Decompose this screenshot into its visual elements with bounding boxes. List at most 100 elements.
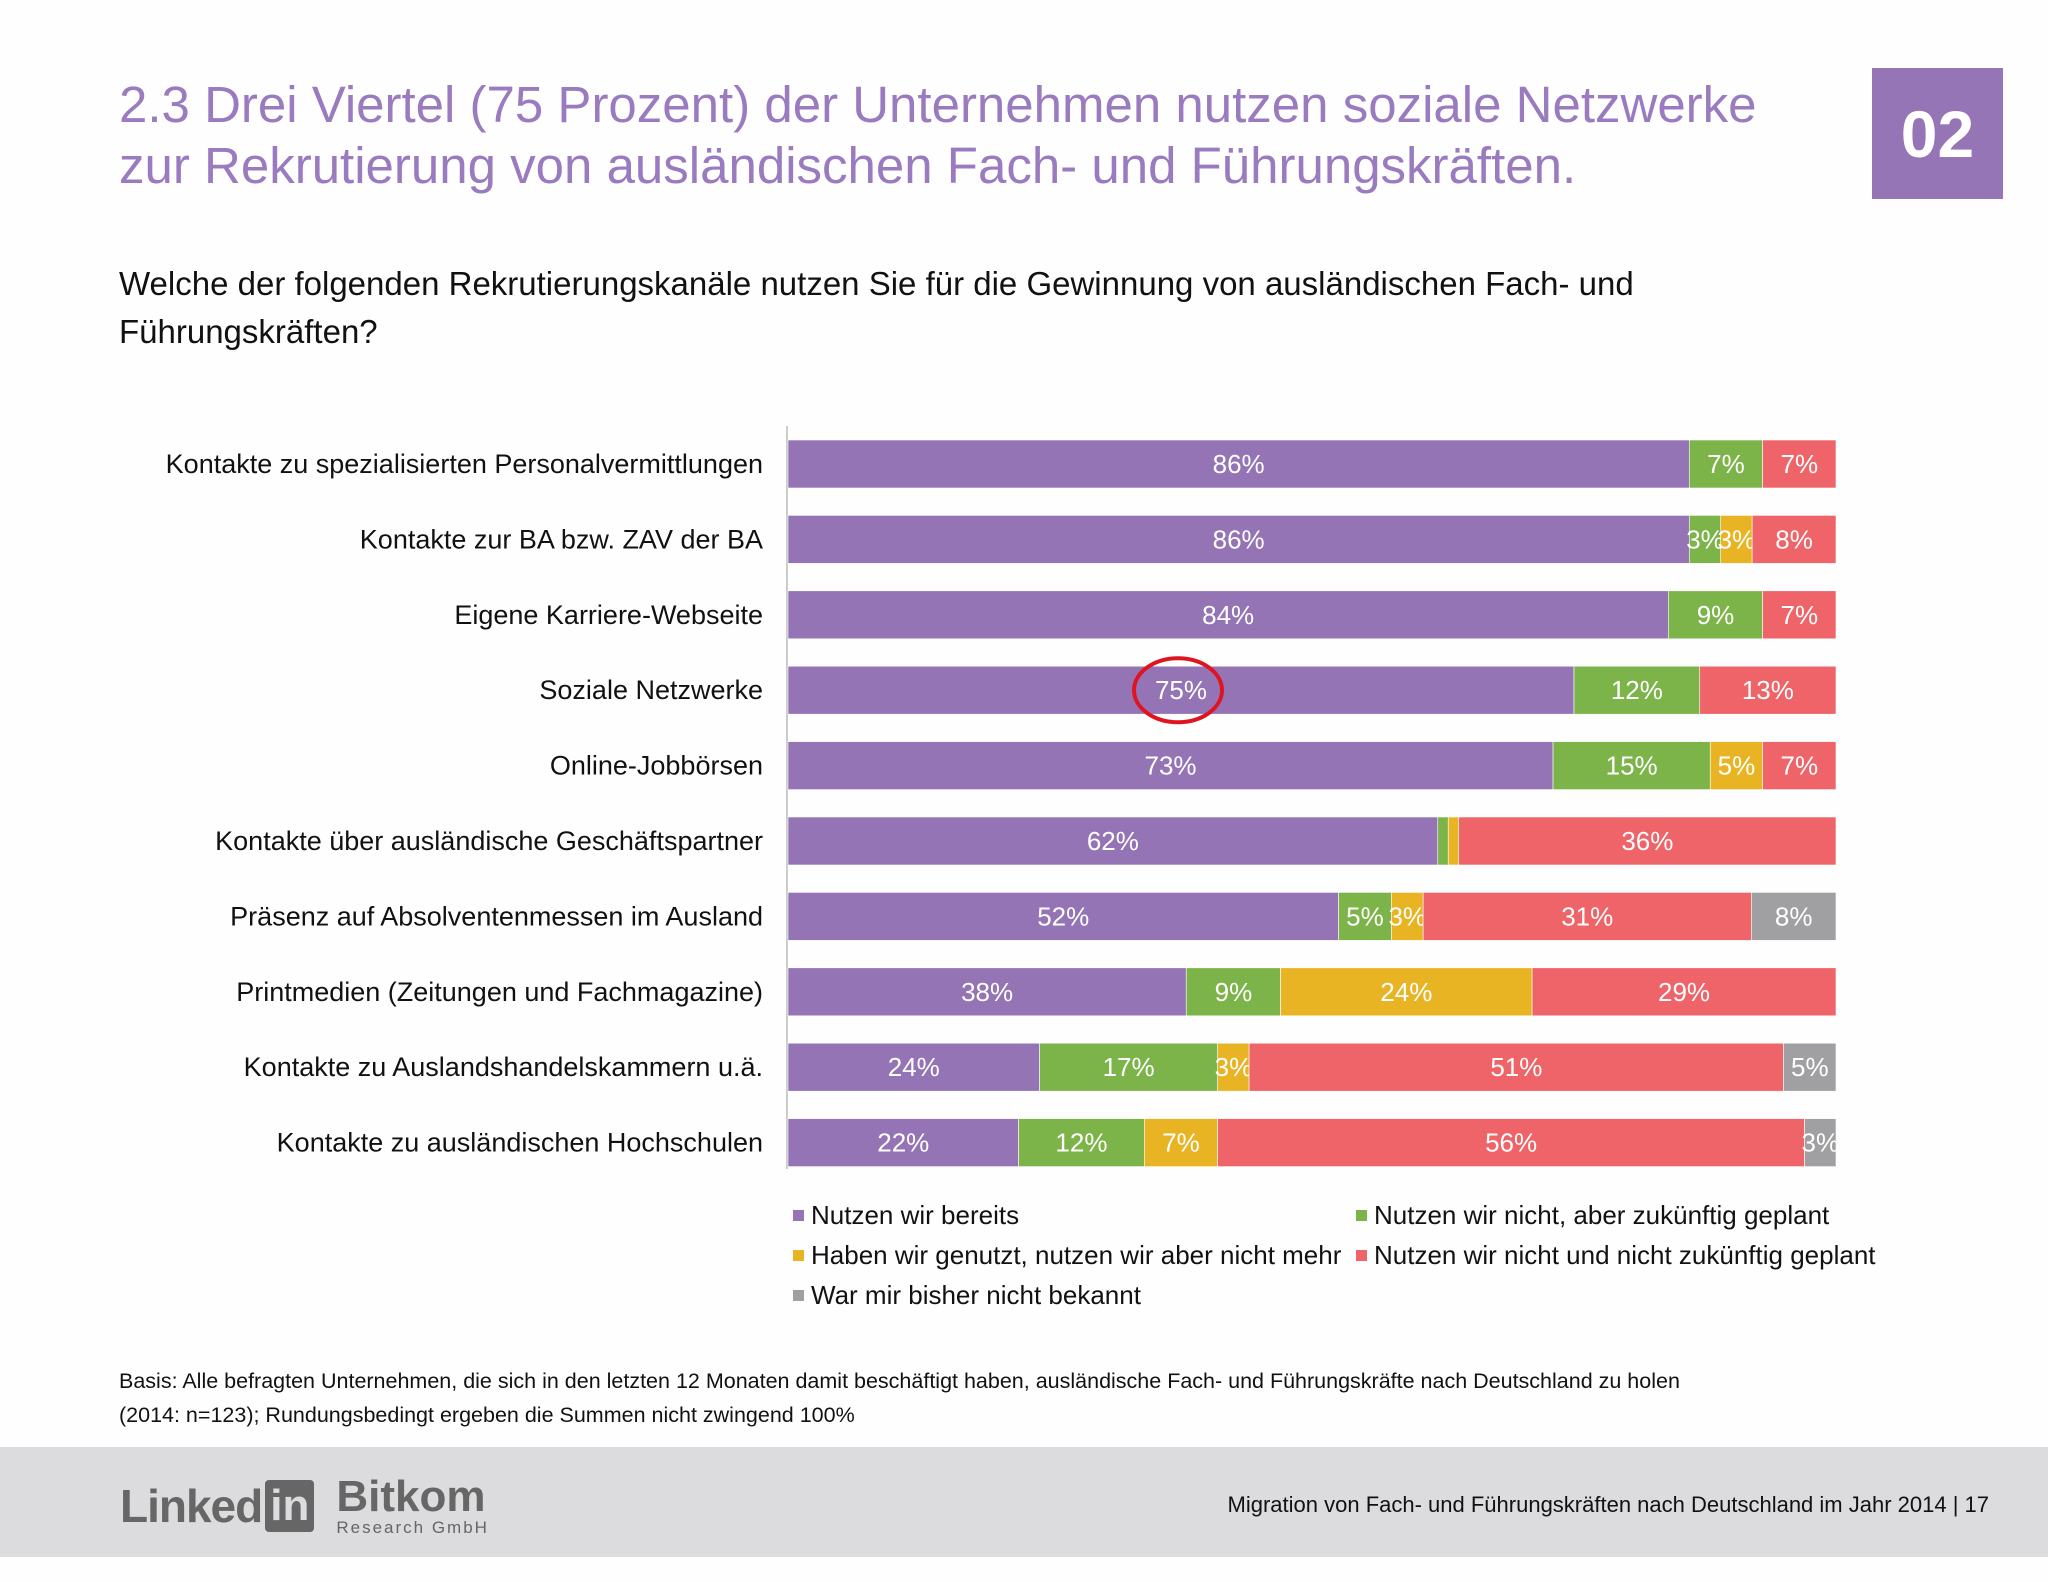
category-label: Kontakte über ausländische Geschäftspart…: [215, 826, 763, 856]
bar-segment: [787, 1118, 1019, 1167]
data-label: 5%: [1791, 1052, 1829, 1082]
bar-segment: [1185, 967, 1281, 1017]
data-label: 3%: [1388, 901, 1426, 931]
data-label: 3%: [1215, 1052, 1253, 1082]
bar-segment: [787, 665, 1575, 715]
data-label: 17%: [1103, 1052, 1155, 1082]
bar-segment: [1762, 590, 1837, 640]
section-badge: 02: [1872, 68, 2003, 199]
bar-segment: [787, 1042, 1040, 1092]
data-label: 86%: [1213, 449, 1265, 479]
bar-segment: [1531, 967, 1837, 1017]
footer-bar: [0, 1447, 2048, 1557]
data-label: 9%: [1697, 600, 1735, 630]
footnote-line-2: (2014: n=123); Rundungsbedingt ergeben d…: [119, 1403, 855, 1427]
survey-question: Welche der folgenden Rekrutierungskanäle…: [119, 265, 1634, 350]
stacked-bar-chart: Kontakte zu spezialisierten Personalverm…: [165, 426, 1839, 1169]
category-label: Printmedien (Zeitungen und Fachmagazine): [236, 977, 763, 1007]
category-label: Kontakte zu spezialisierten Personalverm…: [166, 449, 763, 479]
data-label: 84%: [1202, 600, 1254, 630]
bar-segment: [1217, 1118, 1805, 1167]
bar-segment: [1391, 892, 1424, 941]
legend-swatch: [1356, 1250, 1367, 1261]
legend-label: Nutzen wir nicht und nicht zukünftig gep…: [1374, 1240, 1876, 1270]
legend-label: Haben wir genutzt, nutzen wir aber nicht…: [811, 1240, 1342, 1270]
data-label: 29%: [1658, 977, 1710, 1007]
bar-segment: [1783, 1042, 1837, 1092]
data-label: 24%: [1380, 977, 1432, 1007]
bar-segment: [1422, 892, 1752, 941]
footnote: Basis: Alle befragten Unternehmen, die s…: [119, 1364, 1919, 1432]
data-label: 73%: [1144, 751, 1196, 781]
bar-segment: [787, 439, 1690, 489]
bar-segment: [1217, 1042, 1250, 1092]
legend-item: Nutzen wir nicht und nicht zukünftig gep…: [1356, 1240, 1876, 1271]
bitkom-logo: Bitkom Research GmbH: [336, 1472, 489, 1537]
legend-item: War mir bisher nicht bekannt: [793, 1280, 1141, 1311]
bar-segment: [1039, 1042, 1218, 1092]
category-label: Eigene Karriere-Webseite: [454, 600, 763, 630]
linkedin-logo-box: in: [265, 1479, 315, 1532]
bar-segment: [787, 967, 1187, 1017]
legend-swatch: [793, 1210, 804, 1221]
legend-swatch: [793, 1250, 804, 1261]
data-label: 7%: [1781, 449, 1819, 479]
bar-segment: [1458, 816, 1837, 866]
category-label: Soziale Netzwerke: [539, 675, 763, 705]
data-label: 51%: [1490, 1052, 1542, 1082]
legend-item: Haben wir genutzt, nutzen wir aber nicht…: [793, 1240, 1341, 1271]
data-label: 3%: [1686, 524, 1724, 554]
legend-swatch: [1356, 1210, 1367, 1221]
legend-swatch: [793, 1290, 804, 1301]
bar-segment: [1447, 816, 1460, 866]
data-label: 31%: [1561, 901, 1613, 931]
data-label: 5%: [1718, 751, 1756, 781]
bar-segment: [1688, 515, 1722, 564]
data-label: 8%: [1775, 524, 1813, 554]
data-label: 22%: [877, 1128, 929, 1158]
data-label: 7%: [1707, 449, 1745, 479]
bar-segment: [1144, 1118, 1218, 1167]
data-label: 8%: [1775, 901, 1813, 931]
bar-segment: [1762, 741, 1837, 790]
bitkom-logo-text: Bitkom: [336, 1472, 486, 1521]
data-label: 3%: [1718, 524, 1756, 554]
footnote-line-1: Basis: Alle befragten Unternehmen, die s…: [119, 1369, 1680, 1393]
data-label: 86%: [1213, 524, 1265, 554]
bar-segment: [787, 892, 1339, 941]
data-label: 12%: [1611, 675, 1663, 705]
category-label: Kontakte zu ausländischen Hochschulen: [277, 1128, 763, 1158]
category-label: Kontakte zur BA bzw. ZAV der BA: [360, 524, 763, 554]
bar-segment: [1248, 1042, 1784, 1092]
category-label: Online-Jobbörsen: [550, 751, 763, 781]
logos: Linked in Bitkom Research GmbH: [120, 1472, 489, 1537]
bar-segment: [1762, 439, 1837, 489]
legend-item: Nutzen wir bereits: [793, 1200, 1019, 1231]
data-label: 56%: [1485, 1128, 1537, 1158]
bar-segment: [1280, 967, 1533, 1017]
data-label: 13%: [1742, 675, 1794, 705]
title-line-1: 2.3 Drei Viertel (75 Prozent) der Untern…: [119, 76, 1757, 133]
data-label: 3%: [1801, 1128, 1839, 1158]
data-label: 24%: [888, 1052, 940, 1082]
highlight-circle: [1132, 656, 1224, 725]
data-label: 75%: [1155, 675, 1207, 705]
legend-item: Nutzen wir nicht, aber zukünftig geplant: [1356, 1200, 1829, 1231]
legend-label: Nutzen wir nicht, aber zukünftig geplant: [1374, 1200, 1830, 1230]
data-label: 52%: [1037, 901, 1089, 931]
bar-segment: [1720, 515, 1753, 564]
data-label: 7%: [1781, 751, 1819, 781]
bar-segment: [1688, 439, 1763, 489]
bar-segment: [787, 515, 1690, 564]
title-line-2: zur Rekrutierung von ausländischen Fach-…: [119, 137, 1577, 194]
data-label: 9%: [1215, 977, 1253, 1007]
bar-segment: [1437, 816, 1449, 866]
bar-segment: [1804, 1118, 1837, 1167]
bar-segment: [1338, 892, 1392, 941]
data-label: 5%: [1346, 901, 1384, 931]
legend-label: Nutzen wir bereits: [811, 1200, 1020, 1230]
legend-label: War mir bisher nicht bekannt: [811, 1280, 1141, 1310]
data-label: 38%: [961, 977, 1013, 1007]
bar-segment: [787, 590, 1669, 640]
data-label: 12%: [1055, 1128, 1107, 1158]
